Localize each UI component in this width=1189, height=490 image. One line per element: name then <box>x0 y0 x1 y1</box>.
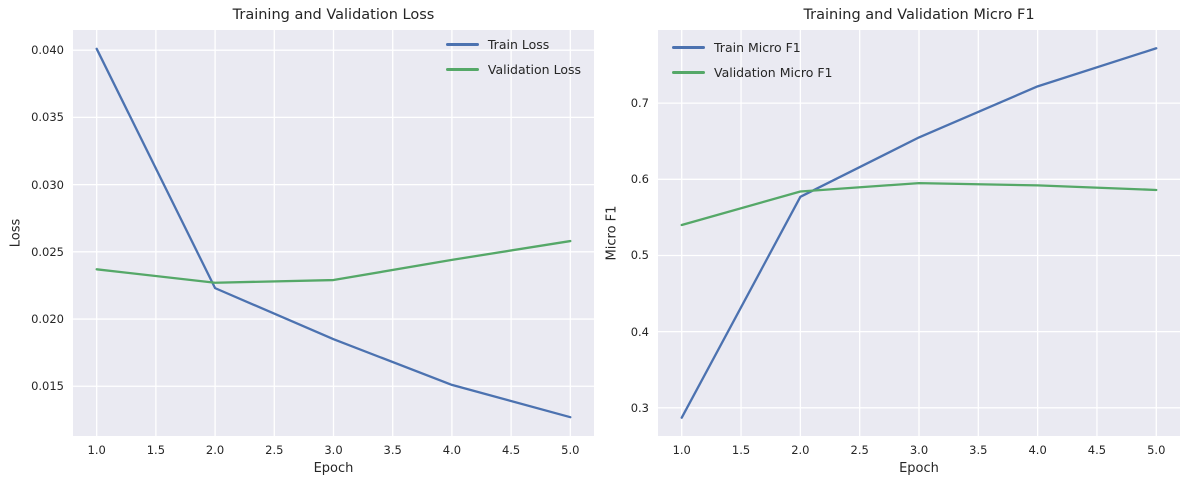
x-tick-label: 4.0 <box>1028 443 1047 457</box>
validation-loss-legend-label: Validation Loss <box>487 62 581 77</box>
y-tick-label: 0.035 <box>31 110 64 125</box>
y-tick-label: 0.3 <box>630 400 649 415</box>
micro-f1-plot-area: Train Micro F1 Validation Micro F1 <box>658 30 1180 436</box>
loss-legend: Train Loss Validation Loss <box>445 37 581 77</box>
validation-micro-f1-line <box>680 181 1158 227</box>
x-tick-label: 5.0 <box>561 443 580 457</box>
train-micro-f1-line-swatch <box>672 46 705 49</box>
x-tick-label: 2.5 <box>850 443 869 457</box>
y-tick-label: 0.5 <box>630 248 649 263</box>
legend-entry-validation-loss: Validation Loss <box>445 62 581 77</box>
micro-f1-chart-title: Training and Validation Micro F1 <box>803 7 1035 23</box>
loss-x-axis-label: Epoch <box>313 461 354 476</box>
x-tick-label: 4.5 <box>501 443 521 457</box>
y-tick-label: 0.6 <box>630 172 649 187</box>
micro-f1-chart-canvas <box>658 30 1180 436</box>
y-tick-label: 0.025 <box>31 244 64 259</box>
x-tick-label: 2.5 <box>265 443 284 457</box>
x-tick-label: 3.5 <box>969 443 988 457</box>
y-tick-label: 0.015 <box>31 379 64 394</box>
train-micro-f1-legend-label: Train Micro F1 <box>714 40 801 55</box>
micro-f1-x-axis-label: Epoch <box>899 461 939 476</box>
x-tick-label: 3.0 <box>909 443 929 457</box>
train-loss-legend-label: Train Loss <box>487 37 550 52</box>
loss-chart-canvas <box>73 30 594 436</box>
x-tick-label: 1.0 <box>672 443 691 457</box>
legend-entry-train-micro-f1: Train Micro F1 <box>672 40 832 55</box>
x-tick-label: 2.0 <box>205 443 225 457</box>
x-tick-label: 1.0 <box>87 443 106 457</box>
x-tick-label: 4.0 <box>442 443 462 457</box>
legend-entry-validation-micro-f1: Validation Micro F1 <box>672 65 832 80</box>
y-tick-label: 0.020 <box>31 312 64 327</box>
loss-chart-title: Training and Validation Loss <box>232 7 435 23</box>
y-tick-label: 0.030 <box>31 177 64 192</box>
legend-entry-train-loss: Train Loss <box>445 37 581 52</box>
y-tick-label: 0.4 <box>630 324 649 339</box>
x-tick-label: 4.5 <box>1087 443 1107 457</box>
x-tick-label: 1.5 <box>731 443 751 457</box>
loss-plot-area: Train Loss Validation Loss <box>73 30 594 436</box>
x-tick-label: 5.0 <box>1147 443 1166 457</box>
micro-f1-legend: Train Micro F1 Validation Micro F1 <box>672 40 832 80</box>
x-tick-label: 3.5 <box>383 443 402 457</box>
train-loss-line-swatch <box>445 43 479 46</box>
y-tick-label: 0.040 <box>31 43 64 58</box>
validation-micro-f1-legend-label: Validation Micro F1 <box>714 65 833 80</box>
train-micro-f1-line <box>680 47 1158 419</box>
validation-loss-line-swatch <box>445 68 479 71</box>
y-tick-label: 0.7 <box>630 96 649 111</box>
x-tick-label: 1.5 <box>146 443 166 457</box>
validation-micro-f1-line-swatch <box>672 71 705 74</box>
x-tick-label: 3.0 <box>324 443 343 457</box>
x-tick-label: 2.0 <box>791 443 810 457</box>
train-loss-line <box>95 47 572 419</box>
validation-loss-line <box>95 239 572 284</box>
